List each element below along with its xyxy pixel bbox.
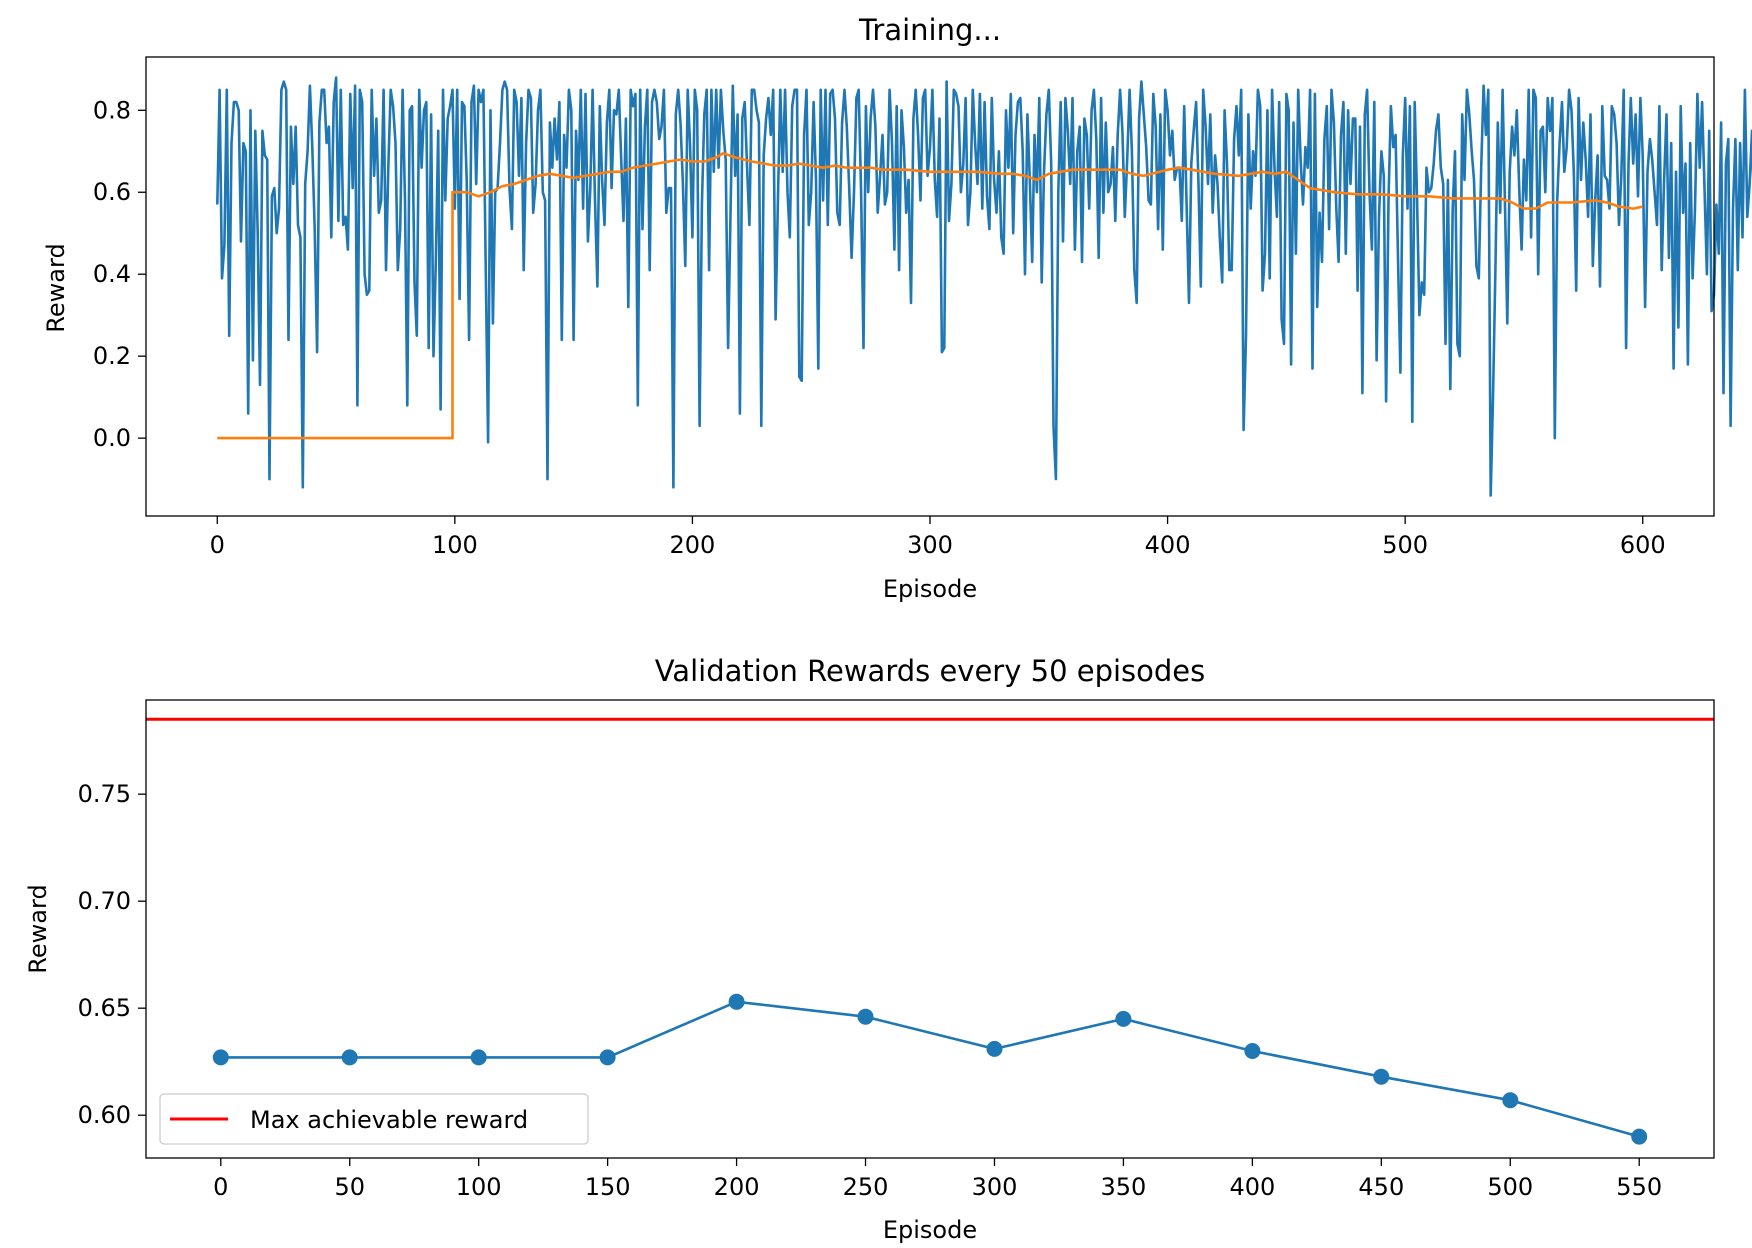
training-chart-ytick-label: 0.0: [93, 424, 131, 452]
validation-chart-ytick-label: 0.70: [78, 887, 131, 915]
validation-chart-series-0-point: [341, 1049, 358, 1066]
validation-chart-xtick-label: 500: [1487, 1173, 1533, 1201]
validation-chart-ytick-label: 0.75: [78, 780, 131, 808]
validation-chart-series-group: [146, 717, 1714, 1145]
validation-chart-series-0-point: [857, 1008, 874, 1025]
training-chart-xtick-label: 500: [1382, 531, 1428, 559]
validation-chart-xtick-label: 250: [843, 1173, 889, 1201]
validation-chart-series-0-point: [1631, 1128, 1648, 1145]
training-chart-ytick-label: 0.2: [93, 342, 131, 370]
validation-chart-xtick-label: 550: [1616, 1173, 1662, 1201]
training-chart-ticks: 0 100 200 300 400 500 600 0.0 0.2 0.4 0.6 0.8: [93, 96, 1666, 559]
training-chart-ytick-label: 0.4: [93, 260, 131, 288]
validation-chart-series-0-point: [1244, 1043, 1261, 1059]
validation-chart-xtick-label: 0: [213, 1173, 228, 1201]
validation-chart-xtick-label: 350: [1101, 1173, 1147, 1201]
validation-chart-title: Validation Rewards every 50 episodes: [655, 654, 1206, 688]
validation-chart-series-0-point: [1115, 1010, 1132, 1027]
validation-chart-series-0-point: [212, 1049, 229, 1066]
legend-box: [159, 1093, 589, 1145]
validation-chart-series-0-line: [220, 1000, 1640, 1138]
validation-chart-xtick-label: 450: [1358, 1173, 1404, 1201]
training-chart-xtick-label: 600: [1620, 531, 1666, 559]
training-chart-xlabel: Episode: [883, 575, 977, 603]
training-chart-xtick-label: 400: [1145, 531, 1191, 559]
validation-chart-xtick-label: 100: [456, 1173, 502, 1201]
training-chart-series-1-line: [217, 152, 1643, 440]
legend-label-max-reward: Max achievable reward: [250, 1106, 528, 1134]
training-chart-series-0-line: [216, 76, 1752, 497]
validation-chart-ytick-label: 0.60: [78, 1101, 131, 1129]
legend: Max achievable reward: [159, 1093, 589, 1145]
training-chart-title: Training...: [858, 13, 1001, 47]
validation-chart-xtick-label: 200: [714, 1173, 760, 1201]
validation-chart-xlabel: Episode: [883, 1216, 977, 1244]
validation-chart: Validation Rewards every 50 episodes 0 50…: [24, 654, 1715, 1244]
training-chart-xtick-label: 200: [670, 531, 716, 559]
training-chart-ytick-label: 0.6: [93, 178, 131, 206]
training-chart-series-group: [216, 76, 1752, 497]
training-chart-xtick-label: 100: [432, 531, 478, 559]
validation-chart-xtick-label: 50: [334, 1173, 365, 1201]
validation-chart-series-0-point: [1502, 1092, 1519, 1109]
training-chart: Training... 0 100 200 300 400 500 600 0.0 0.2 0.4…: [42, 13, 1752, 603]
training-chart-xtick-label: 300: [907, 531, 953, 559]
validation-chart-series-0-point: [986, 1040, 1003, 1057]
validation-chart-xtick-label: 150: [585, 1173, 631, 1201]
training-chart-ytick-label: 0.8: [93, 96, 131, 124]
validation-chart-xtick-label: 400: [1229, 1173, 1275, 1201]
validation-chart-series-0-point: [599, 1049, 616, 1066]
validation-chart-series-0-point: [1373, 1068, 1390, 1085]
training-chart-ylabel: Reward: [42, 243, 70, 332]
validation-chart-ytick-label: 0.65: [78, 994, 131, 1022]
validation-chart-frame: [145, 699, 1715, 1159]
validation-chart-series-0-point: [470, 1049, 487, 1066]
validation-chart-ylabel: Reward: [24, 884, 52, 973]
validation-chart-ticks: 0 50 100 150 200 250 300 350 400 450 500 550 0.60 0.6…: [78, 780, 1663, 1201]
validation-chart-xtick-label: 300: [972, 1173, 1018, 1201]
training-chart-xtick-label: 0: [210, 531, 225, 559]
validation-chart-series-0-point: [728, 993, 745, 1010]
